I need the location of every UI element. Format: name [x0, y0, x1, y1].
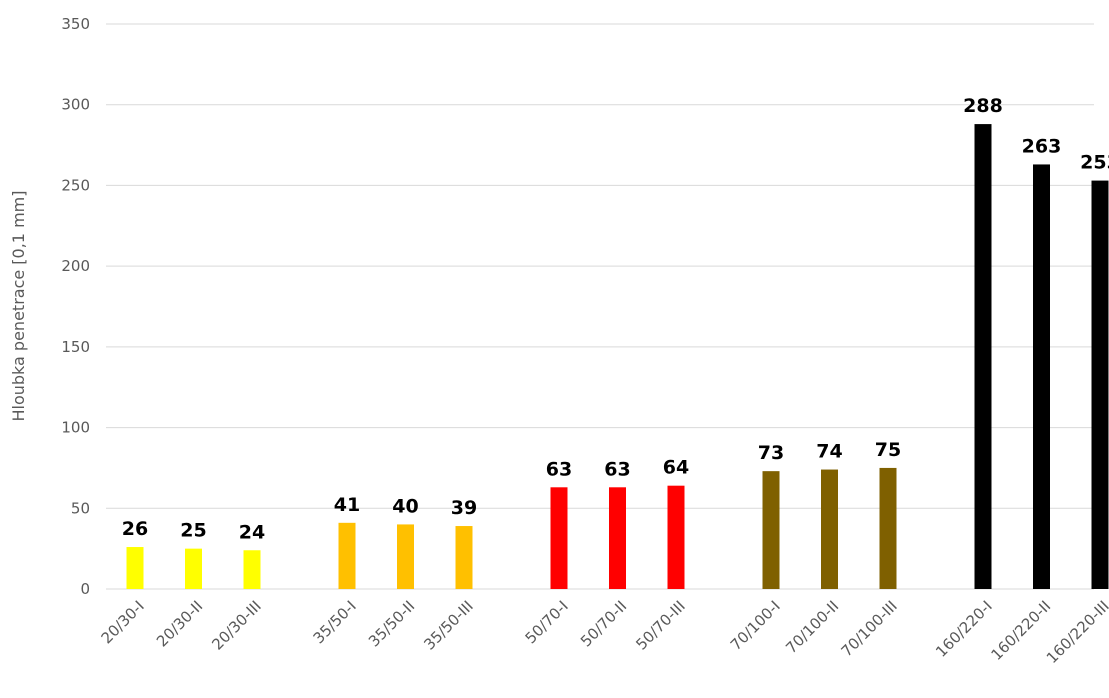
bar: [126, 547, 144, 589]
data-label: 74: [816, 441, 842, 463]
bar: [397, 524, 414, 589]
x-axis-ticks: 20/30-I 20/30-II 20/30-III 35/50-I 35/50-II 3…: [98, 597, 1109, 667]
bar: [550, 487, 568, 589]
data-label: 288: [963, 95, 1003, 117]
data-label: 63: [546, 458, 572, 480]
x-tick-label: 70/100-III: [838, 597, 901, 660]
data-labels: 26 25 24 41 40 39 63 63 64 73 74 75 288 263 253: [122, 95, 1109, 543]
y-tick-label: 350: [61, 15, 90, 33]
bar: [185, 548, 202, 589]
data-label: 75: [875, 439, 901, 461]
bar: [243, 550, 261, 589]
data-label: 40: [392, 495, 418, 517]
y-tick-label: 300: [61, 96, 90, 114]
x-tick-label: 20/30-III: [208, 597, 265, 654]
y-tick-label: 250: [61, 176, 90, 194]
bar: [821, 469, 838, 589]
data-label: 64: [663, 457, 689, 479]
y-tick-label: 150: [61, 338, 90, 356]
data-label: 63: [604, 458, 630, 480]
x-tick-label: 160/220-III: [1043, 597, 1109, 667]
y-tick-label: 200: [61, 257, 90, 275]
data-label: 25: [180, 520, 206, 542]
bar: [1091, 180, 1109, 590]
x-tick-label: 35/50-I: [310, 597, 360, 647]
bars: [126, 124, 1109, 590]
x-tick-label: 50/70-II: [577, 597, 630, 650]
data-label: 24: [239, 521, 265, 543]
x-tick-label: 50/70-I: [522, 597, 572, 647]
x-tick-label: 35/50-III: [420, 597, 477, 654]
x-tick-label: 20/30-II: [153, 597, 206, 650]
bar: [879, 467, 897, 589]
y-tick-label: 0: [80, 580, 90, 598]
bar: [762, 471, 780, 589]
y-axis-ticks: 0 50 100 150 200 250 300 350: [61, 15, 90, 598]
bar: [667, 485, 685, 589]
data-label: 73: [758, 442, 784, 464]
y-tick-label: 100: [61, 419, 90, 437]
x-tick-label: 20/30-I: [98, 597, 148, 647]
bar: [1033, 164, 1050, 589]
gridlines: [106, 23, 1094, 590]
data-label: 263: [1022, 135, 1062, 157]
bar: [455, 526, 473, 589]
data-label: 253: [1080, 152, 1109, 174]
data-label: 41: [334, 494, 360, 516]
data-label: 26: [122, 518, 148, 540]
y-axis-label: Hloubka penetrace [0,1 mm]: [9, 191, 28, 422]
bar: [338, 522, 356, 589]
x-tick-label: 70/100-II: [782, 597, 842, 657]
x-tick-label: 50/70-III: [632, 597, 689, 654]
x-tick-label: 70/100-I: [727, 597, 784, 654]
bar: [609, 487, 626, 589]
x-tick-label: 35/50-II: [365, 597, 418, 650]
data-label: 39: [451, 497, 477, 519]
y-tick-label: 50: [71, 499, 90, 517]
bar: [974, 124, 992, 589]
